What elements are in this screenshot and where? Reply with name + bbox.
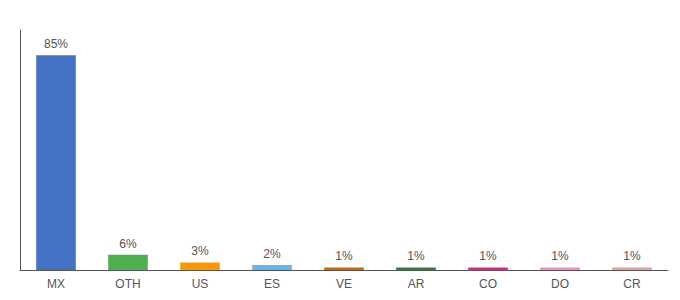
svg-text:1%: 1% — [407, 249, 425, 263]
svg-text:DO: DO — [551, 277, 569, 291]
svg-text:OTH: OTH — [115, 277, 140, 291]
svg-text:VE: VE — [336, 277, 352, 291]
svg-text:85%: 85% — [44, 37, 68, 51]
svg-text:2%: 2% — [263, 247, 281, 261]
svg-text:CO: CO — [479, 277, 497, 291]
svg-text:ES: ES — [264, 277, 280, 291]
svg-text:1%: 1% — [551, 249, 569, 263]
svg-text:1%: 1% — [479, 249, 497, 263]
svg-text:CR: CR — [623, 277, 641, 291]
svg-text:1%: 1% — [623, 249, 641, 263]
svg-text:AR: AR — [408, 277, 425, 291]
svg-text:MX: MX — [47, 277, 65, 291]
svg-text:6%: 6% — [119, 237, 137, 251]
svg-text:1%: 1% — [335, 249, 353, 263]
svg-text:3%: 3% — [191, 244, 209, 258]
svg-text:US: US — [192, 277, 209, 291]
